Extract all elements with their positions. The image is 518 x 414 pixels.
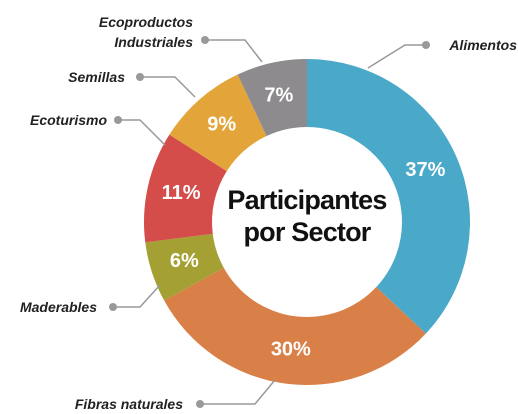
leader-dot <box>422 41 430 49</box>
category-label: Alimentos <box>449 37 517 53</box>
leader-dot <box>201 36 209 44</box>
category-label: Semillas <box>68 69 125 85</box>
category-label: Fibras naturales <box>74 396 183 412</box>
leader-line <box>140 76 196 98</box>
slice <box>164 267 426 386</box>
slice <box>143 134 227 243</box>
leader-dot <box>114 116 122 124</box>
leader-dot <box>109 303 117 311</box>
value-label: 11% <box>162 182 201 204</box>
value-label: 7% <box>264 84 293 106</box>
leader-line <box>367 44 426 69</box>
slice <box>169 74 267 172</box>
category-label: Ecoproductos Industriales <box>98 14 193 50</box>
slice <box>145 233 224 301</box>
leader-line <box>200 379 276 405</box>
category-label: Ecoturismo <box>29 112 107 128</box>
value-label: 37% <box>405 159 445 181</box>
slice <box>307 59 471 334</box>
leader-line <box>205 39 263 63</box>
leader-dot <box>196 400 204 408</box>
chart-title: Participantes por Sector <box>227 185 387 247</box>
value-label: 9% <box>207 114 236 136</box>
category-label: Maderables <box>19 299 97 315</box>
value-label: 30% <box>271 338 311 360</box>
value-label: 6% <box>170 250 199 272</box>
leader-line <box>113 284 161 308</box>
leader-dot <box>136 73 144 81</box>
leader-line <box>118 119 166 146</box>
slice <box>237 59 307 137</box>
